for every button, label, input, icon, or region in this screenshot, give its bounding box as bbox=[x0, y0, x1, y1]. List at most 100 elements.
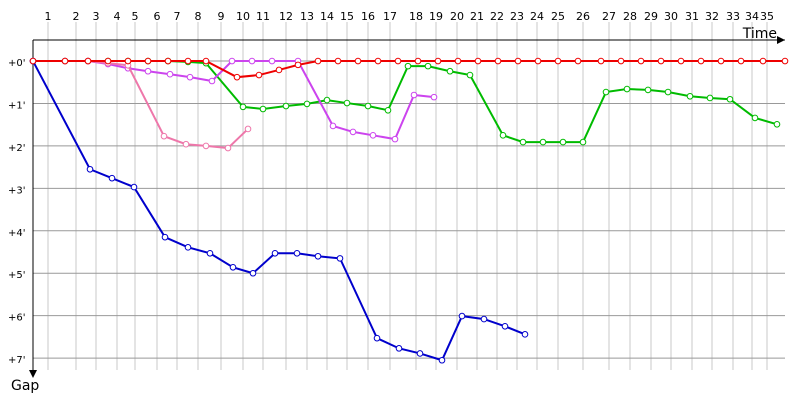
data-point bbox=[404, 62, 412, 70]
y-tick-label: +0' bbox=[8, 58, 26, 69]
data-point bbox=[480, 315, 488, 323]
data-point bbox=[686, 92, 694, 100]
data-point bbox=[574, 57, 582, 65]
data-point bbox=[202, 142, 210, 150]
x-tick-label: 29 bbox=[644, 10, 658, 23]
y-tick-label: +2' bbox=[8, 143, 26, 154]
data-point bbox=[166, 70, 174, 78]
x-tick-label: 26 bbox=[576, 10, 590, 23]
data-point bbox=[329, 122, 337, 130]
data-point bbox=[29, 57, 37, 65]
data-point bbox=[202, 57, 210, 65]
y-axis-arrow bbox=[29, 370, 37, 378]
series-line bbox=[33, 60, 778, 144]
data-point bbox=[303, 100, 311, 108]
data-point bbox=[259, 105, 267, 113]
x-tick-label: 34 bbox=[745, 10, 759, 23]
data-point bbox=[160, 132, 168, 140]
data-point bbox=[773, 120, 781, 128]
y-axis-title: Gap bbox=[11, 378, 39, 394]
data-point bbox=[84, 57, 92, 65]
y-tick-label: +6' bbox=[8, 313, 26, 324]
x-tick-label: 33 bbox=[726, 10, 740, 23]
x-tick-label: 10 bbox=[236, 10, 250, 23]
x-tick-label: 15 bbox=[340, 10, 354, 23]
data-point bbox=[206, 249, 214, 257]
data-point bbox=[617, 57, 625, 65]
data-point bbox=[559, 138, 567, 146]
data-point bbox=[414, 57, 422, 65]
data-point bbox=[275, 66, 283, 74]
data-point bbox=[374, 57, 382, 65]
data-point bbox=[781, 57, 789, 65]
y-tick-label: +3' bbox=[8, 185, 26, 196]
data-point bbox=[208, 77, 216, 85]
data-point bbox=[104, 57, 112, 65]
data-point bbox=[394, 57, 402, 65]
data-point bbox=[294, 61, 302, 69]
data-point bbox=[255, 71, 263, 79]
data-point bbox=[373, 334, 381, 342]
data-point bbox=[534, 57, 542, 65]
data-point bbox=[519, 138, 527, 146]
series-line bbox=[33, 60, 435, 141]
x-tick-label: 19 bbox=[429, 10, 443, 23]
data-point bbox=[501, 322, 509, 330]
data-point bbox=[228, 57, 236, 65]
data-point bbox=[706, 94, 714, 102]
data-point bbox=[282, 102, 290, 110]
data-point bbox=[434, 57, 442, 65]
x-tick-label: 22 bbox=[490, 10, 504, 23]
x-axis-arrow bbox=[777, 36, 785, 44]
data-point bbox=[124, 57, 132, 65]
x-axis-title: Time bbox=[742, 26, 777, 42]
data-point bbox=[364, 102, 372, 110]
data-point bbox=[514, 57, 522, 65]
data-point bbox=[384, 106, 392, 114]
y-tick-label: +5' bbox=[8, 270, 26, 281]
data-point bbox=[108, 174, 116, 182]
data-point bbox=[144, 57, 152, 65]
data-point bbox=[369, 132, 377, 139]
data-point bbox=[323, 96, 331, 104]
data-point bbox=[474, 57, 482, 65]
data-point bbox=[293, 249, 301, 257]
data-point bbox=[391, 135, 399, 143]
data-point bbox=[717, 57, 725, 65]
data-point bbox=[184, 244, 192, 251]
data-point bbox=[602, 88, 610, 96]
data-point bbox=[249, 269, 257, 277]
x-tick-label: 20 bbox=[450, 10, 464, 23]
data-point bbox=[182, 140, 190, 148]
data-point bbox=[229, 263, 237, 271]
data-point bbox=[130, 183, 138, 191]
x-tick-label: 24 bbox=[530, 10, 544, 23]
x-tick-label: 6 bbox=[154, 10, 161, 23]
data-point bbox=[466, 71, 474, 79]
data-point bbox=[664, 88, 672, 96]
data-point bbox=[458, 312, 466, 320]
data-point bbox=[726, 95, 734, 103]
data-point bbox=[499, 132, 507, 139]
data-point bbox=[759, 57, 767, 65]
data-point bbox=[410, 91, 418, 99]
data-point bbox=[244, 125, 252, 133]
x-tick-label: 11 bbox=[256, 10, 270, 23]
data-point bbox=[539, 138, 547, 146]
x-tick-label: 35 bbox=[760, 10, 774, 23]
data-point bbox=[416, 350, 424, 357]
data-point bbox=[233, 73, 241, 81]
x-tick-label: 4 bbox=[114, 10, 121, 23]
grid bbox=[33, 22, 785, 370]
data-point bbox=[224, 144, 232, 152]
data-point bbox=[637, 57, 645, 65]
x-tick-label: 18 bbox=[409, 10, 423, 23]
x-tick-label: 23 bbox=[510, 10, 524, 23]
x-tick-label: 16 bbox=[361, 10, 375, 23]
data-point bbox=[597, 57, 605, 65]
data-point bbox=[521, 331, 529, 338]
x-tick-label: 14 bbox=[320, 10, 334, 23]
data-point bbox=[751, 114, 759, 122]
data-point bbox=[268, 57, 276, 65]
